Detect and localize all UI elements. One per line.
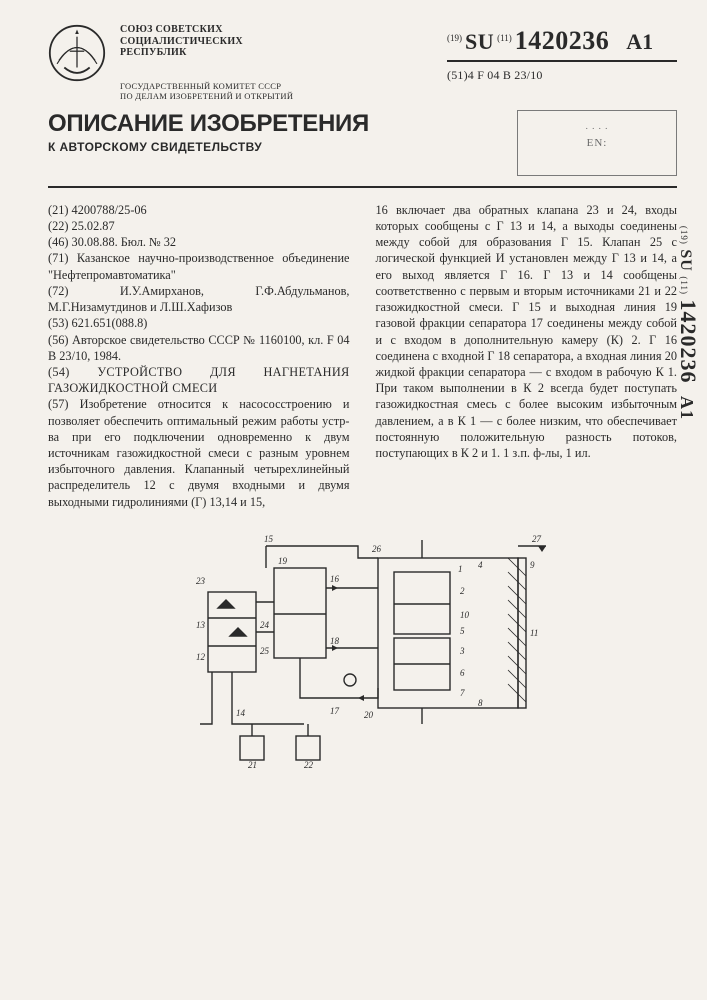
left-column: (21) 4200788/25-06 (22) 25.02.87 (46) 30…: [48, 202, 350, 510]
abstract-left: (57) Изобретение относится к насососстро…: [48, 396, 350, 510]
docnum-underline: [447, 60, 677, 62]
svg-text:9: 9: [530, 560, 535, 570]
svg-text:23: 23: [196, 576, 206, 586]
field-71: (71) Казанское научно-производственное о…: [48, 250, 350, 282]
abstract-right: 16 включает два обратных клапана 23 и 24…: [376, 202, 678, 462]
svg-text:1: 1: [458, 564, 463, 574]
field-21: (21) 4200788/25-06: [48, 202, 350, 218]
title-block: ОПИСАНИЕ ИЗОБРЕТЕНИЯ К АВТОРСКОМУ СВИДЕТ…: [48, 110, 501, 154]
side-country: SU: [677, 249, 694, 271]
side-prefix-19: (19): [679, 226, 689, 245]
side-number: 1420236: [676, 300, 701, 384]
text-columns: (21) 4200788/25-06 (22) 25.02.87 (46) 30…: [48, 202, 677, 510]
svg-text:27: 27: [532, 534, 542, 544]
issuer-top: СОЮЗ СОВЕТСКИХ СОЦИАЛИСТИЧЕСКИХ РЕСПУБЛИ…: [120, 24, 433, 59]
docnum-country: SU: [465, 29, 494, 54]
svg-text:16: 16: [330, 574, 340, 584]
issuer-block: СОЮЗ СОВЕТСКИХ СОЦИАЛИСТИЧЕСКИХ РЕСПУБЛИ…: [120, 24, 433, 102]
stamp-line2: EN:: [518, 137, 676, 149]
svg-text:13: 13: [196, 620, 206, 630]
svg-text:5: 5: [460, 626, 465, 636]
svg-text:25: 25: [260, 646, 270, 656]
svg-text:11: 11: [530, 628, 538, 638]
field-54: (54) УСТРОЙСТВО ДЛЯ НАГНЕТАНИЯ ГАЗОЖИДКО…: [48, 364, 350, 396]
stamp-line1: . . . .: [518, 121, 676, 131]
field-72: (72) И.У.Амирханов, Г.Ф.Абдульманов, М.Г…: [48, 283, 350, 315]
document-number-block: (19) SU (11) 1420236 A1 (51)4 F 04 B 23/…: [447, 24, 677, 83]
svg-text:26: 26: [372, 544, 382, 554]
schematic-diagram-icon: 15 23 13 12 24 25 19 16 18 17 20 26 1 2 …: [178, 528, 548, 768]
side-prefix-11: (11): [679, 276, 689, 295]
document-subtitle: К АВТОРСКОМУ СВИДЕТЕЛЬСТВУ: [48, 140, 501, 154]
svg-text:18: 18: [330, 636, 340, 646]
ipc-class: (51)4 F 04 B 23/10: [447, 68, 677, 83]
svg-text:24: 24: [260, 620, 270, 630]
patent-page: СОЮЗ СОВЕТСКИХ СОЦИАЛИСТИЧЕСКИХ РЕСПУБЛИ…: [0, 0, 707, 1000]
docnum-line: (19) SU (11) 1420236 A1: [447, 26, 677, 56]
svg-text:12: 12: [196, 652, 206, 662]
svg-text:15: 15: [264, 534, 274, 544]
document-title: ОПИСАНИЕ ИЗОБРЕТЕНИЯ: [48, 110, 501, 138]
header: СОЮЗ СОВЕТСКИХ СОЦИАЛИСТИЧЕСКИХ РЕСПУБЛИ…: [48, 24, 677, 102]
svg-text:6: 6: [460, 668, 465, 678]
docnum-kind: A1: [626, 29, 653, 54]
right-column: 16 включает два обратных клапана 23 и 24…: [376, 202, 678, 510]
docnum-prefix-11: (11): [497, 33, 512, 43]
svg-text:17: 17: [330, 706, 340, 716]
docnum-number: 1420236: [515, 26, 610, 55]
field-22: (22) 25.02.87: [48, 218, 350, 234]
svg-text:8: 8: [478, 698, 483, 708]
svg-text:10: 10: [460, 610, 470, 620]
field-53: (53) 621.651(088.8): [48, 315, 350, 331]
state-emblem-icon: [48, 24, 106, 82]
side-docnum: (19) SU (11) 1420236 A1: [675, 226, 701, 420]
stamp-box: . . . . EN:: [517, 110, 677, 176]
divider: [48, 186, 677, 188]
title-row: ОПИСАНИЕ ИЗОБРЕТЕНИЯ К АВТОРСКОМУ СВИДЕТ…: [48, 110, 677, 176]
svg-text:19: 19: [278, 556, 288, 566]
field-56: (56) Авторское свидетельство СССР № 1160…: [48, 332, 350, 364]
issuer-bottom: ГОСУДАРСТВЕННЫЙ КОМИТЕТ СССР ПО ДЕЛАМ ИЗ…: [120, 81, 433, 102]
svg-text:21: 21: [248, 760, 257, 768]
svg-text:4: 4: [478, 560, 483, 570]
field-46: (46) 30.08.88. Бюл. № 32: [48, 234, 350, 250]
figure-area: 15 23 13 12 24 25 19 16 18 17 20 26 1 2 …: [48, 528, 677, 773]
svg-text:7: 7: [460, 688, 465, 698]
side-kind: A1: [677, 396, 697, 420]
svg-text:3: 3: [459, 646, 465, 656]
docnum-prefix-19: (19): [447, 33, 462, 43]
svg-text:20: 20: [364, 710, 374, 720]
svg-text:14: 14: [236, 708, 246, 718]
svg-text:22: 22: [304, 760, 314, 768]
svg-text:2: 2: [460, 586, 465, 596]
